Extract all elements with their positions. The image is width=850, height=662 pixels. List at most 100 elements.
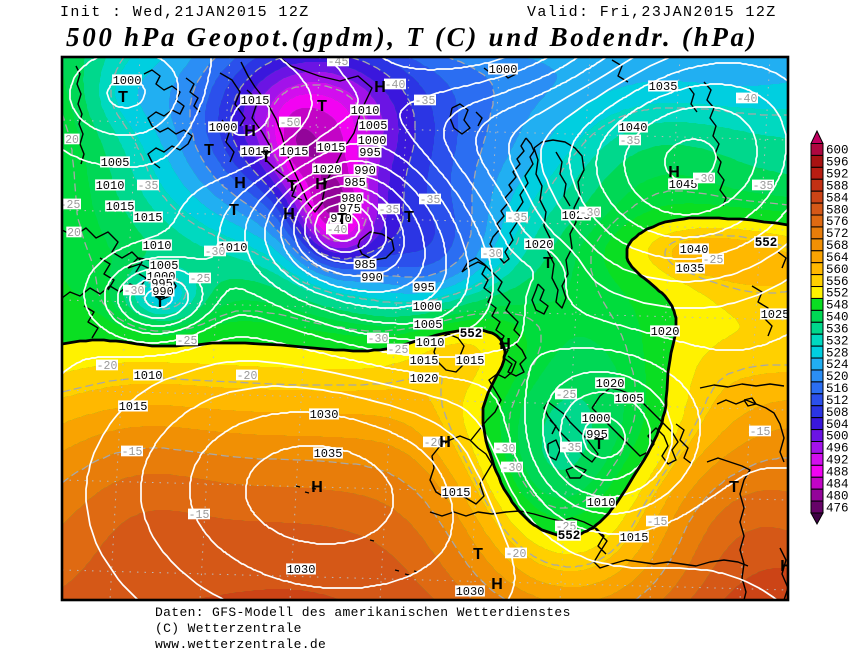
svg-text:H: H — [491, 576, 503, 593]
svg-text:www.wetterzentrale.de: www.wetterzentrale.de — [155, 637, 326, 652]
svg-text:H: H — [668, 164, 680, 181]
svg-text:-35: -35 — [138, 180, 159, 193]
svg-text:-45: -45 — [328, 56, 349, 69]
svg-text:1015: 1015 — [280, 145, 309, 159]
svg-text:-20: -20 — [424, 437, 445, 450]
svg-text:1035: 1035 — [314, 447, 343, 461]
svg-text:1015: 1015 — [106, 200, 135, 214]
svg-text:1005: 1005 — [414, 318, 443, 332]
svg-text:-30: -30 — [502, 462, 523, 475]
svg-text:H: H — [315, 176, 327, 193]
svg-text:1030: 1030 — [456, 585, 485, 599]
svg-text:-40: -40 — [385, 79, 406, 92]
svg-text:552: 552 — [755, 236, 778, 250]
svg-text:1010: 1010 — [96, 179, 125, 193]
svg-text:-35: -35 — [507, 212, 528, 225]
svg-text:-35: -35 — [620, 135, 641, 148]
svg-text:1015: 1015 — [119, 400, 148, 414]
svg-text:580: 580 — [826, 203, 849, 217]
svg-text:540: 540 — [826, 311, 849, 325]
svg-text:995: 995 — [359, 146, 381, 160]
svg-text:1000: 1000 — [582, 412, 611, 426]
svg-text:-40: -40 — [327, 224, 348, 237]
svg-text:-30: -30 — [205, 246, 226, 259]
svg-text:528: 528 — [826, 346, 849, 360]
svg-text:T: T — [118, 89, 128, 106]
svg-text:1025: 1025 — [761, 308, 790, 322]
svg-text:H: H — [283, 206, 295, 223]
svg-text:564: 564 — [826, 251, 849, 265]
svg-text:492: 492 — [826, 454, 849, 468]
svg-text:1035: 1035 — [676, 262, 705, 276]
svg-text:552: 552 — [558, 529, 581, 543]
svg-text:-30: -30 — [495, 443, 516, 456]
svg-text:985: 985 — [354, 258, 376, 272]
svg-text:T: T — [155, 294, 165, 311]
svg-text:T: T — [404, 209, 414, 226]
svg-text:T: T — [543, 255, 553, 272]
svg-text:H: H — [311, 479, 323, 496]
svg-text:1015: 1015 — [442, 486, 471, 500]
svg-text:-50: -50 — [280, 117, 301, 130]
svg-text:995: 995 — [586, 428, 608, 442]
svg-text:990: 990 — [354, 164, 376, 178]
svg-text:-25: -25 — [703, 254, 724, 267]
svg-text:T: T — [594, 436, 604, 453]
svg-text:-15: -15 — [189, 509, 210, 522]
svg-text:H: H — [499, 336, 511, 353]
svg-text:990: 990 — [152, 285, 174, 299]
svg-text:T: T — [317, 98, 327, 115]
svg-text:1015: 1015 — [241, 145, 270, 159]
svg-text:T: T — [287, 178, 297, 195]
svg-text:T: T — [204, 142, 214, 159]
svg-text:572: 572 — [826, 227, 849, 241]
svg-text:1010: 1010 — [587, 496, 616, 510]
svg-text:-25: -25 — [60, 199, 81, 212]
svg-text:600: 600 — [826, 144, 849, 158]
svg-text:1020: 1020 — [410, 372, 439, 386]
svg-text:504: 504 — [826, 418, 849, 432]
svg-text:-30: -30 — [124, 285, 145, 298]
svg-text:524: 524 — [826, 358, 849, 372]
svg-text:1010: 1010 — [143, 239, 172, 253]
svg-text:-15: -15 — [122, 446, 143, 459]
svg-text:500: 500 — [826, 430, 849, 444]
svg-text:H: H — [374, 79, 386, 96]
svg-text:500 hPa Geopot.(gpdm), T (C) u: 500 hPa Geopot.(gpdm), T (C) und Bodendr… — [66, 22, 758, 52]
svg-text:-35: -35 — [561, 442, 582, 455]
svg-text:985: 985 — [344, 176, 366, 190]
svg-text:496: 496 — [826, 442, 849, 456]
svg-text:1000: 1000 — [489, 63, 518, 77]
svg-text:556: 556 — [826, 275, 849, 289]
svg-text:1040: 1040 — [680, 243, 709, 257]
svg-text:1030: 1030 — [310, 408, 339, 422]
svg-text:H: H — [780, 558, 792, 575]
svg-text:552: 552 — [826, 287, 849, 301]
svg-text:1005: 1005 — [359, 119, 388, 133]
svg-text:488: 488 — [826, 466, 849, 480]
svg-text:-35: -35 — [420, 194, 441, 207]
svg-text:512: 512 — [826, 394, 849, 408]
svg-text:1000: 1000 — [209, 121, 238, 135]
svg-text:1020: 1020 — [596, 377, 625, 391]
svg-text:T: T — [261, 149, 271, 166]
svg-text:1005: 1005 — [101, 156, 130, 170]
svg-text:1020: 1020 — [313, 163, 342, 177]
svg-text:-25: -25 — [177, 335, 198, 348]
svg-text:-30: -30 — [368, 333, 389, 346]
svg-text:1015: 1015 — [241, 94, 270, 108]
svg-text:592: 592 — [826, 168, 849, 182]
svg-text:1000: 1000 — [413, 300, 442, 314]
svg-text:-25: -25 — [388, 344, 409, 357]
svg-text:-30: -30 — [482, 248, 503, 261]
svg-text:995: 995 — [413, 281, 435, 295]
svg-text:588: 588 — [826, 179, 849, 193]
svg-text:T: T — [337, 211, 347, 228]
svg-text:-35: -35 — [379, 204, 400, 217]
svg-text:1005: 1005 — [150, 259, 179, 273]
svg-text:520: 520 — [826, 370, 849, 384]
svg-text:-25: -25 — [190, 273, 211, 286]
svg-text:484: 484 — [826, 477, 849, 491]
svg-text:1000: 1000 — [113, 74, 142, 88]
svg-text:H: H — [439, 434, 451, 451]
